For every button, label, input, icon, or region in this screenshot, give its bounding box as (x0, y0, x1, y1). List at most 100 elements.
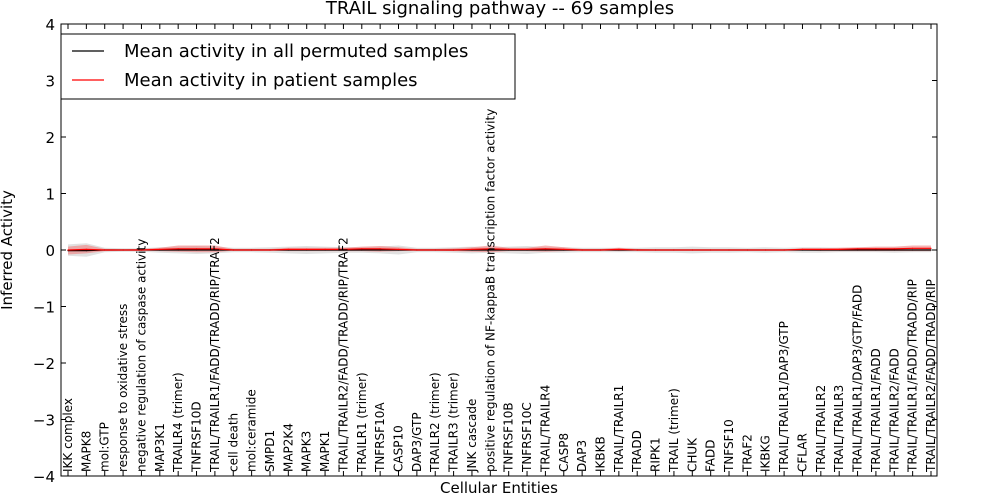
series-1-point (104, 249, 106, 251)
x-tick-label: TRAF2 (740, 434, 754, 473)
x-tick-label: MAPK3 (300, 431, 314, 472)
x-tick-label: IKK complex (61, 398, 75, 472)
x-tick-label: SMPD1 (263, 430, 277, 472)
x-tick-label: TNFSF10 (722, 419, 736, 473)
series-1-point (251, 249, 253, 251)
series-1-point (801, 248, 804, 250)
x-tick-label: TRAILR1 (trimer) (355, 372, 369, 473)
series-1-point (306, 248, 308, 250)
series-1-point (930, 247, 932, 249)
x-tick-label: CASP10 (392, 425, 406, 472)
series-0-point (214, 249, 216, 251)
x-tick-label: TRAIL/TRAILR2/FADD/TRADD/RIP/TRAF2 (336, 237, 350, 473)
x-tick-label: TRAILR3 (trimer) (447, 372, 461, 473)
series-1-point (361, 248, 363, 250)
series-1-point (655, 249, 657, 251)
series-0-point (912, 249, 914, 251)
y-tick-label: 1 (45, 186, 55, 204)
x-tick-label: positive regulation of NF-kappaB transcr… (483, 109, 497, 472)
series-1-point (875, 248, 877, 250)
x-tick-label: TNFRSF10C (520, 402, 534, 473)
series-0-point (379, 249, 381, 251)
series-1-point (342, 248, 344, 250)
series-0-point (361, 249, 363, 251)
series-1-point (122, 249, 124, 251)
legend-box (60, 33, 516, 100)
series-0-point (544, 249, 547, 251)
series-1-point (618, 248, 620, 250)
series-1-point (159, 248, 161, 250)
x-tick-label: TRAIL/TRAILR1/DAP3/GTP (777, 321, 791, 473)
series-1-point (838, 248, 840, 250)
x-tick-label: cell death (226, 413, 240, 472)
y-tick-label: 4 (45, 16, 55, 34)
x-tick-label: TRAIL/TRAILR1/DAP3/GTP/FADD (851, 285, 865, 473)
series-1-point (195, 248, 198, 250)
x-tick-label: CFLAR (796, 433, 810, 472)
x-tick-label: response to oxidative stress (116, 304, 130, 472)
series-1-point (416, 249, 418, 251)
series-0-point (893, 249, 895, 251)
x-tick-label: IKBKB (594, 436, 608, 472)
series-1-point (526, 248, 528, 250)
x-tick-label: TRAIL/TRAILR1 (612, 385, 626, 473)
x-tick-label: MAP2K4 (281, 423, 295, 472)
series-1-point (912, 247, 914, 249)
x-tick-label: MAPK1 (318, 431, 332, 472)
x-tick-label: TRAIL/TRAILR1/FADD/TRADD/RIP/TRAF2 (208, 237, 222, 473)
x-tick-label: TRADD (630, 430, 644, 473)
series-0-point (875, 249, 877, 251)
series-1-point (85, 248, 87, 250)
series-1-point (673, 249, 675, 251)
series-1-point (581, 249, 583, 251)
series-0-point (857, 249, 859, 251)
x-tick-label: FADD (704, 440, 718, 473)
series-1-point (765, 249, 767, 251)
series-1-point (728, 249, 730, 251)
chart-title: TRAIL signaling pathway -- 69 samples (325, 0, 674, 19)
y-tick-label: 3 (45, 73, 55, 91)
series-0-point (489, 249, 491, 251)
x-axis-label: Cellular Entities (440, 479, 558, 497)
y-tick-label: 2 (45, 129, 55, 147)
series-1-point (599, 249, 602, 251)
series-lines (67, 247, 932, 252)
series-1-point (214, 248, 216, 250)
x-tick-label: TRAILR2 (trimer) (428, 372, 442, 473)
series-1-point (636, 249, 638, 251)
x-tick-label: mol:GTP (98, 422, 112, 472)
series-1-point (67, 249, 69, 251)
series-1-point (177, 248, 179, 250)
y-axis: −4 −3 −2 −1 0 1 2 3 4 (33, 16, 937, 486)
x-tick-label: DAP3 (575, 440, 589, 472)
y-tick-label: −4 (33, 468, 55, 486)
series-1-point (489, 248, 491, 250)
series-1-point (710, 249, 712, 251)
y-axis-label: Inferred Activity (0, 190, 16, 310)
series-1-point (232, 249, 234, 251)
x-tick-label: TNFRSF10D (190, 401, 204, 473)
series-0-point (177, 249, 179, 251)
x-tick-label: TRAIL/TRAILR1/FADD (869, 348, 883, 473)
x-tick-label: TRAIL (trimer) (667, 388, 681, 473)
x-tick-label: CASP8 (557, 433, 571, 472)
series-1-line (67, 247, 931, 251)
series-1-point (857, 248, 859, 250)
x-tick-label: TNFRSF10B (502, 402, 516, 473)
series-1-point (287, 248, 289, 250)
y-tick-label: −1 (33, 299, 55, 317)
series-1-point (324, 248, 326, 250)
series-1-point (746, 249, 749, 251)
legend-label-0: Mean activity in all permuted samples (124, 41, 468, 62)
series-1-point (783, 249, 785, 251)
series-1-point (563, 248, 565, 250)
series-1-point (397, 248, 400, 250)
y-tick-label: 0 (45, 242, 55, 260)
series-1-point (140, 249, 142, 251)
x-tick-label: TRAIL/TRAILR2/FADD/TRADD/RIP (924, 279, 938, 473)
series-1-point (453, 249, 455, 251)
series-1-point (691, 249, 693, 251)
series-1-point (820, 248, 822, 250)
